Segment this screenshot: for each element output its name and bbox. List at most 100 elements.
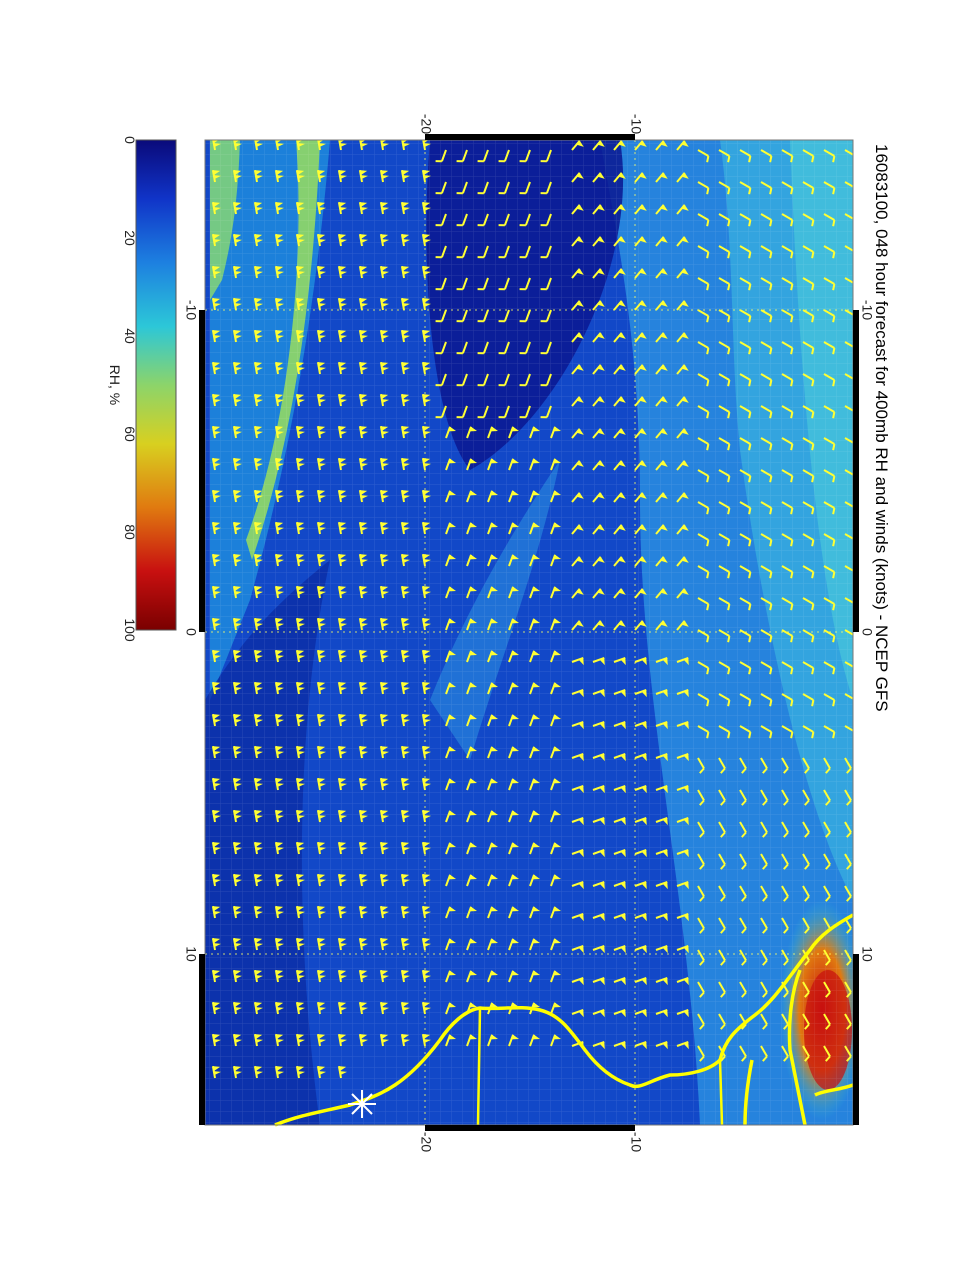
wind-barb [592, 688, 605, 698]
figure-title: 16083100, 048 hour forecast for 400mb RH… [872, 144, 891, 712]
wind-barb [519, 405, 531, 419]
wind-barb [529, 586, 540, 599]
wind-barb [592, 880, 605, 890]
wind-barb [718, 437, 731, 451]
wind-barb [253, 618, 264, 631]
wind-barb [295, 842, 306, 855]
wind-barb [529, 874, 540, 887]
wind-barb [697, 693, 710, 707]
wind-barb [487, 842, 498, 855]
wind-barb [232, 234, 243, 247]
wind-barb [337, 682, 348, 695]
wind-barb [550, 490, 561, 503]
wind-barb [613, 944, 626, 954]
wind-barb [445, 970, 456, 983]
wind-barb [634, 204, 647, 215]
wind-barb [316, 522, 327, 535]
wind-barb [466, 714, 477, 727]
wind-barb [781, 1013, 789, 1030]
wind-barb [781, 725, 794, 739]
wind-barb [466, 618, 477, 631]
wind-barb [844, 821, 852, 838]
wind-barb [445, 810, 456, 823]
wind-barb [232, 938, 243, 951]
wind-barb [211, 1066, 222, 1079]
wind-barb [655, 848, 668, 858]
wind-barb [613, 912, 626, 922]
wind-barb [379, 650, 390, 663]
wind-barb [739, 373, 752, 387]
wind-barb [718, 501, 731, 515]
wind-barb [358, 938, 369, 951]
wind-barb [316, 458, 327, 471]
wind-barb [379, 810, 390, 823]
wind-barb [613, 816, 626, 826]
wind-barb [435, 373, 447, 387]
wind-barb [718, 821, 726, 838]
wind-barb [739, 181, 752, 195]
wind-barb [487, 682, 498, 695]
wind-barb [802, 149, 815, 163]
wind-barb [295, 650, 306, 663]
wind-barb [295, 362, 306, 375]
wind-barb [508, 458, 519, 471]
wind-barb [823, 309, 836, 323]
colorbar-tick-0: 0 [122, 136, 138, 144]
wind-barb [379, 586, 390, 599]
wind-barb [739, 245, 752, 259]
wind-barb [519, 277, 531, 291]
wind-barb [211, 650, 222, 663]
wind-barb [466, 554, 477, 567]
wind-barb [295, 458, 306, 471]
wind-barb [760, 277, 773, 291]
wind-barb [655, 588, 668, 599]
wind-barb [519, 149, 531, 163]
wind-barb [592, 816, 605, 826]
wind-barb [400, 458, 411, 471]
wind-barb [498, 341, 510, 355]
wind-barb [823, 245, 836, 259]
wind-barb [253, 586, 264, 599]
wind-barb [697, 245, 710, 259]
wind-barb [232, 1002, 243, 1015]
wind-barb [823, 757, 831, 774]
wind-barb [844, 1045, 852, 1062]
wind-barb [232, 554, 243, 567]
wind-barb [400, 586, 411, 599]
wind-barb [337, 650, 348, 663]
wind-barb [655, 172, 668, 183]
wind-barb [634, 848, 647, 858]
wind-barb [316, 170, 327, 183]
wind-barb [274, 1002, 285, 1015]
wind-barb [211, 490, 222, 503]
wind-barb [379, 874, 390, 887]
wind-barb [823, 405, 836, 419]
wind-barb [592, 620, 605, 631]
wind-barb [253, 362, 264, 375]
wind-barb [487, 522, 498, 535]
wind-barb [519, 181, 531, 195]
wind-barb [400, 490, 411, 503]
wind-barb [232, 618, 243, 631]
wind-barb [211, 586, 222, 599]
wind-barb [211, 618, 222, 631]
wind-barb [274, 330, 285, 343]
wind-barb [571, 332, 584, 343]
wind-barb [634, 944, 647, 954]
wind-barb [634, 720, 647, 730]
wind-barb [613, 556, 626, 567]
wind-barb [337, 970, 348, 983]
wind-barb [802, 213, 815, 227]
wind-barb [456, 149, 468, 163]
wind-barb [477, 213, 489, 227]
wind-barb [844, 597, 853, 605]
wind-barb [823, 341, 836, 355]
wind-barb [781, 405, 794, 419]
wind-barb [400, 330, 411, 343]
wind-barb [676, 236, 689, 247]
wind-barb [571, 492, 584, 503]
wind-barb [655, 140, 668, 151]
wind-barb [253, 1002, 264, 1015]
wind-barb [316, 298, 327, 311]
wind-barb [823, 149, 836, 163]
